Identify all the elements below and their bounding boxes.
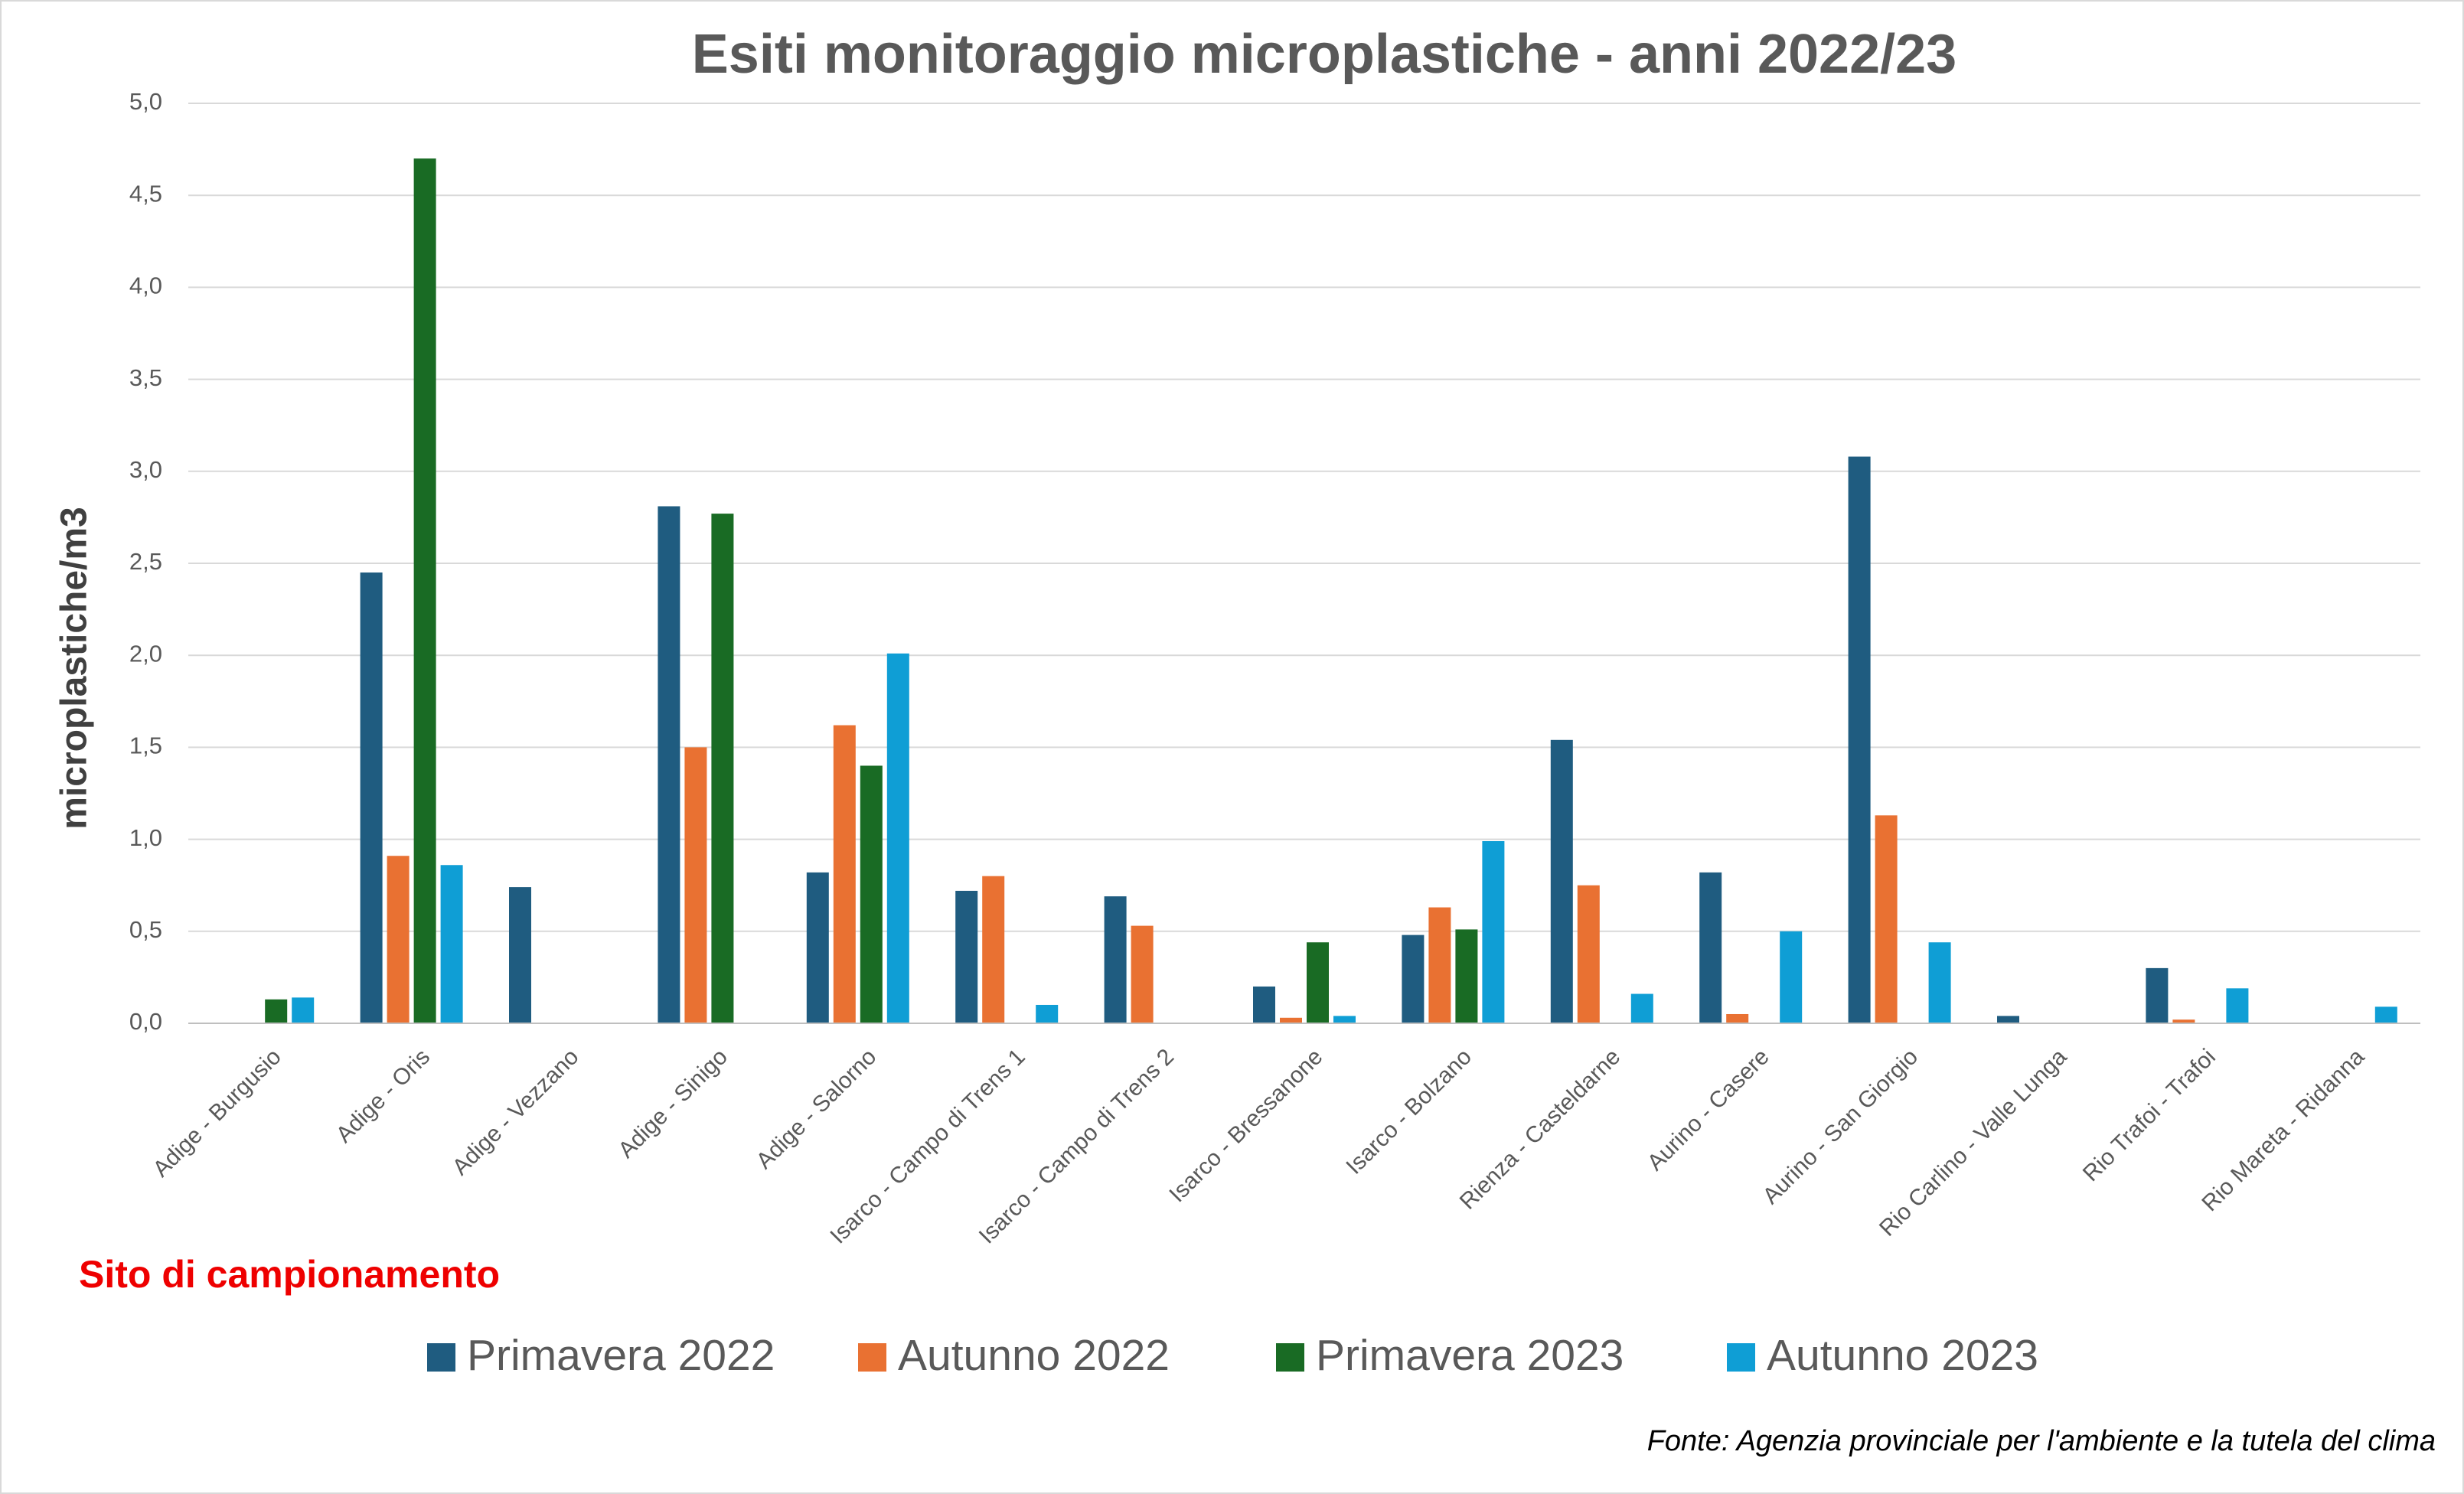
bar (1482, 841, 1505, 1023)
bar (1875, 815, 1898, 1023)
x-axis-title: Sito di campionamento (79, 1253, 500, 1296)
legend-swatch (427, 1343, 455, 1372)
bar (1455, 929, 1478, 1023)
bar (1726, 1013, 1749, 1023)
legend-swatch (858, 1343, 886, 1372)
bar (1402, 935, 1425, 1023)
y-tick-label: 2,0 (129, 640, 162, 667)
legend-label: Primavera 2022 (467, 1331, 775, 1380)
bar (1997, 1016, 2019, 1023)
y-tick-label: 4,5 (129, 180, 162, 207)
bar (1780, 931, 1803, 1023)
bar (2146, 967, 2169, 1023)
bar (2226, 988, 2249, 1023)
bar (387, 856, 410, 1023)
bar (1307, 942, 1329, 1023)
bar (860, 765, 883, 1023)
y-tick-label: 2,5 (129, 548, 162, 575)
y-tick-label: 3,5 (129, 364, 162, 391)
y-tick-label: 4,0 (129, 272, 162, 299)
bar (886, 653, 909, 1023)
legend-swatch (1727, 1343, 1755, 1372)
bar (658, 506, 680, 1023)
bar (1131, 925, 1154, 1023)
y-tick-label: 5,0 (129, 88, 162, 115)
chart-title: Esiti monitoraggio microplastiche - anni… (692, 24, 1957, 85)
y-tick-label: 0,0 (129, 1008, 162, 1035)
bar (1699, 872, 1722, 1023)
bar (509, 887, 531, 1023)
bar (955, 890, 978, 1023)
bar (1333, 1016, 1356, 1023)
bar (413, 158, 436, 1023)
bar (265, 999, 288, 1023)
legend-swatch (1276, 1343, 1304, 1372)
bar (292, 997, 315, 1023)
bar (684, 747, 707, 1023)
bar (1253, 986, 1275, 1023)
bar (2172, 1019, 2195, 1023)
bar (806, 872, 829, 1023)
y-tick-label: 1,5 (129, 732, 162, 759)
bar (833, 725, 856, 1023)
bar (1577, 885, 1600, 1023)
bar (440, 865, 463, 1023)
bar (982, 876, 1005, 1023)
y-axis-title: microplastiche/m3 (54, 507, 95, 830)
bar (1848, 456, 1871, 1023)
bar (360, 572, 383, 1023)
y-tick-label: 1,0 (129, 824, 162, 851)
bar (1630, 993, 1653, 1023)
bar (1550, 739, 1573, 1023)
bar (1428, 907, 1451, 1023)
legend-label: Primavera 2023 (1316, 1331, 1624, 1380)
bar (1280, 1017, 1302, 1023)
legend-label: Autunno 2022 (898, 1331, 1170, 1380)
y-tick-label: 0,5 (129, 916, 162, 943)
bar (1104, 896, 1127, 1023)
source-note: Fonte: Agenzia provinciale per l'ambient… (1647, 1425, 2436, 1457)
bar (1036, 1004, 1059, 1023)
legend-label: Autunno 2023 (1767, 1331, 2038, 1380)
bar (1928, 942, 1951, 1023)
bar (2374, 1006, 2397, 1023)
y-tick-label: 3,0 (129, 456, 162, 483)
bar (711, 514, 734, 1023)
